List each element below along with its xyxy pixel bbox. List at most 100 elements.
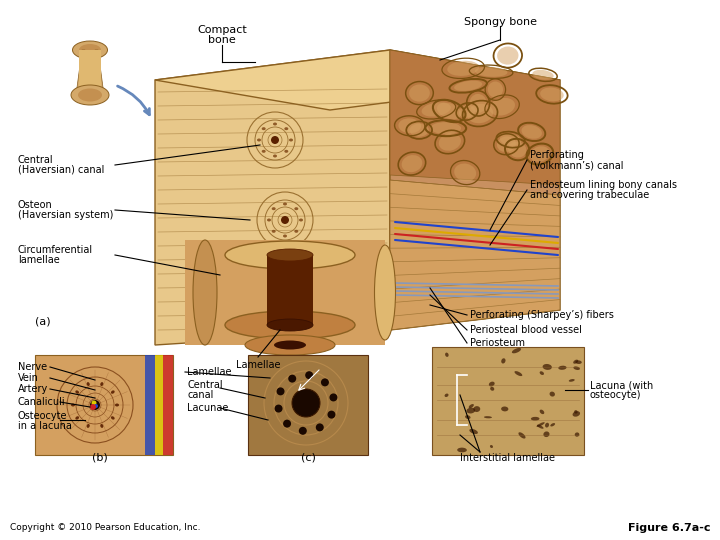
Text: Copyright © 2010 Pearson Education, Inc.: Copyright © 2010 Pearson Education, Inc. [10,523,200,532]
Polygon shape [390,180,560,330]
Ellipse shape [484,416,492,419]
Ellipse shape [271,230,276,233]
Text: Periosteal blood vessel: Periosteal blood vessel [470,325,582,335]
Ellipse shape [431,122,461,134]
Circle shape [274,404,282,413]
Ellipse shape [267,249,313,261]
Polygon shape [76,50,85,95]
Ellipse shape [410,124,429,137]
Ellipse shape [273,123,277,125]
Ellipse shape [489,382,495,387]
Text: Osteon: Osteon [18,200,53,210]
Ellipse shape [572,411,580,417]
Ellipse shape [536,422,545,427]
Ellipse shape [76,390,79,394]
Ellipse shape [193,240,217,345]
Ellipse shape [521,125,542,139]
Text: Central: Central [18,155,53,165]
Ellipse shape [573,360,578,364]
Polygon shape [185,240,385,345]
Ellipse shape [465,415,471,419]
Ellipse shape [454,80,482,91]
Text: Lacunae: Lacunae [187,403,228,413]
Ellipse shape [257,138,261,141]
Ellipse shape [569,379,575,382]
Text: (b): (b) [92,453,108,463]
Ellipse shape [409,84,430,102]
Ellipse shape [540,372,544,375]
Ellipse shape [294,207,298,210]
Text: Perforating: Perforating [530,150,584,160]
Ellipse shape [467,408,475,414]
Text: Perforating (Sharpey’s) fibers: Perforating (Sharpey’s) fibers [470,310,614,320]
Ellipse shape [489,98,515,116]
Ellipse shape [518,432,526,438]
Text: Compact: Compact [197,25,247,35]
Ellipse shape [447,60,480,76]
Ellipse shape [575,360,582,364]
Ellipse shape [268,300,272,302]
Ellipse shape [279,295,283,298]
Circle shape [328,410,336,418]
Circle shape [94,404,98,408]
Circle shape [276,387,284,395]
Text: bone: bone [208,35,236,45]
Ellipse shape [530,146,550,162]
Bar [145,355,155,455]
Ellipse shape [79,44,101,56]
Ellipse shape [501,407,508,411]
Bar [155,355,163,455]
Circle shape [90,400,100,410]
Ellipse shape [549,392,555,396]
Ellipse shape [543,364,552,370]
Ellipse shape [398,118,421,133]
Ellipse shape [540,410,544,414]
Text: Interstitial lamellae: Interstitial lamellae [461,453,556,463]
Circle shape [292,389,320,417]
Circle shape [316,423,324,431]
Text: Lamellae: Lamellae [235,360,280,370]
Polygon shape [225,255,355,325]
Ellipse shape [444,394,449,397]
Text: Lacuna (with: Lacuna (with [590,380,653,390]
Ellipse shape [490,387,494,391]
Ellipse shape [422,102,451,117]
Ellipse shape [267,219,271,221]
Text: Figure 6.7a-c: Figure 6.7a-c [628,523,710,533]
Ellipse shape [100,382,104,386]
Ellipse shape [500,133,521,146]
Ellipse shape [531,417,539,421]
Ellipse shape [284,127,288,130]
Ellipse shape [544,431,549,437]
Polygon shape [79,50,101,95]
Text: Osteocyte: Osteocyte [18,411,68,421]
Circle shape [266,281,274,289]
Ellipse shape [487,82,503,98]
Bar [248,355,368,455]
Text: Lamellae: Lamellae [187,367,232,377]
Ellipse shape [459,105,475,118]
Ellipse shape [283,202,287,206]
Text: Nerve: Nerve [18,362,47,372]
Circle shape [271,136,279,144]
Ellipse shape [86,424,90,428]
Ellipse shape [574,410,577,414]
Ellipse shape [515,371,522,376]
Ellipse shape [252,284,256,287]
Ellipse shape [115,403,119,407]
Ellipse shape [573,367,580,370]
Polygon shape [390,50,560,185]
Text: Central: Central [187,380,222,390]
Text: Circumferential: Circumferential [18,245,93,255]
Ellipse shape [268,267,272,271]
Ellipse shape [537,424,544,429]
Ellipse shape [299,219,303,221]
Ellipse shape [261,127,266,130]
Ellipse shape [76,416,79,420]
Text: (Haversian system): (Haversian system) [18,210,113,220]
Ellipse shape [558,366,567,370]
Ellipse shape [501,358,505,363]
Text: Periosteum: Periosteum [470,338,525,348]
Ellipse shape [445,353,449,357]
Circle shape [91,401,96,406]
